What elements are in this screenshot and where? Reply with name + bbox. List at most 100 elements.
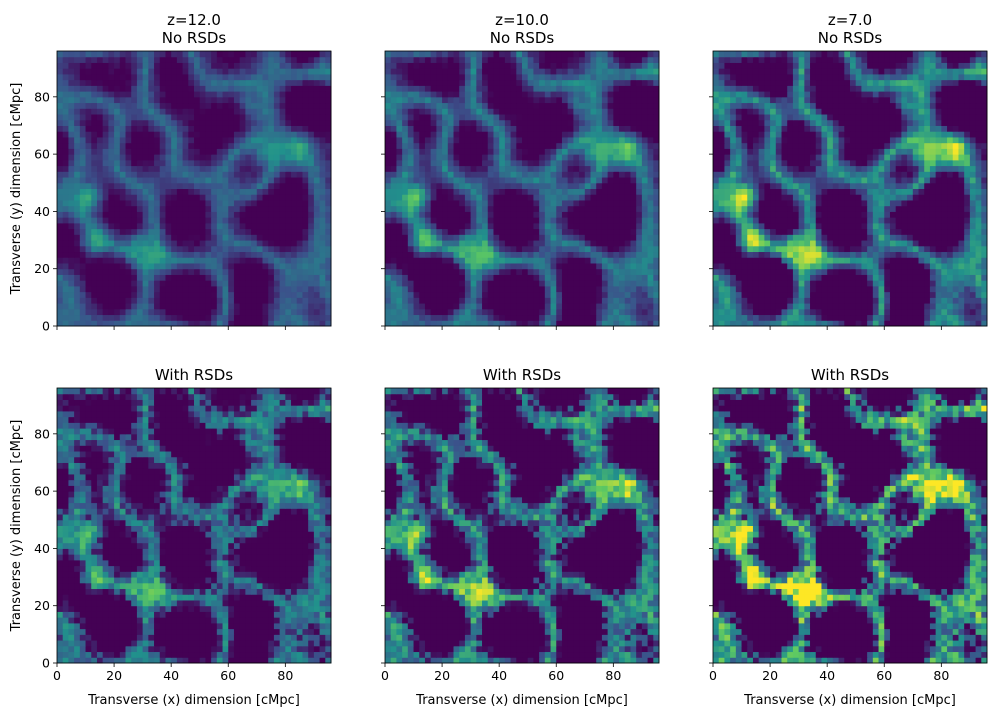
heatmap-cell [482,217,489,224]
heatmap-cell [216,297,224,304]
heatmap-cell [482,142,489,149]
heatmap-cell [487,91,494,98]
heatmap-cell [464,91,472,98]
heatmap-cell [68,96,75,104]
heatmap-cell [947,303,954,310]
heatmap-cell [136,125,144,132]
heatmap-cell [262,96,269,104]
heatmap-cell [493,51,500,58]
heatmap-cell [262,73,269,81]
heatmap-cell [499,125,506,132]
heatmap-cell [279,148,286,155]
heatmap-cell [154,285,161,293]
heatmap-cell [573,165,580,172]
heatmap-cell [385,171,392,178]
heatmap-cell [285,245,292,253]
heatmap-cell [470,285,477,293]
heatmap-cell [390,79,397,86]
heatmap-cell [176,217,184,224]
heatmap-cell [584,308,591,316]
heatmap-cell [194,142,201,149]
heatmap-cell [533,205,540,212]
heatmap-cell [464,131,472,138]
heatmap-cell [504,199,512,207]
heatmap-cell [584,188,591,195]
heatmap-cell [596,131,603,138]
heatmap-cell [262,188,269,195]
heatmap-cell [493,114,500,121]
heatmap-cell [442,142,449,149]
heatmap-cell [459,285,466,293]
heatmap-cell [504,205,512,212]
heatmap-cell [527,51,534,58]
heatmap-cell [114,217,121,224]
heatmap-cell [108,131,115,138]
heatmap-cell [647,217,654,224]
heatmap-cell [74,251,81,258]
heatmap-cell [459,251,466,258]
heatmap-cell [108,114,115,121]
heatmap-cell [182,240,189,247]
heatmap-cell [291,280,298,287]
heatmap-cell [724,308,731,316]
heatmap-cell [279,188,286,195]
heatmap-cell [459,222,466,230]
heatmap-cell [464,51,472,58]
heatmap-cell [584,114,591,121]
heatmap-cell [487,114,494,121]
heatmap-cell [251,199,258,207]
heatmap-cell [74,182,81,189]
heatmap-cell [79,171,87,178]
heatmap-cell [256,154,263,161]
heatmap-cell [550,102,557,109]
heatmap-cell [550,171,557,178]
heatmap-cell [464,308,472,316]
heatmap-cell [442,188,449,195]
heatmap-cell [476,297,483,304]
heatmap-cell [464,171,472,178]
heatmap-cell [447,96,454,104]
heatmap-cell [216,119,224,126]
heatmap-cell [613,142,620,149]
heatmap-cell [119,274,126,281]
heatmap-cell [493,148,500,155]
heatmap-cell [385,159,392,167]
heatmap-cell [464,56,472,63]
heatmap-cell [630,222,637,230]
heatmap-cell [844,297,851,304]
heatmap-cell [245,320,252,327]
heatmap-cell [154,228,161,235]
heatmap-cell [624,51,631,58]
heatmap-cell [741,285,748,293]
heatmap-cell [74,217,81,224]
heatmap-cell [308,211,315,218]
heatmap-cell [211,102,218,109]
heatmap-cell [630,142,637,149]
heatmap-cell [256,108,263,115]
heatmap-cell [396,91,403,98]
heatmap-cell [855,303,862,310]
heatmap-cell [96,51,104,58]
heatmap-cell [487,194,494,201]
heatmap-cell [251,154,258,161]
heatmap-cell [522,257,529,264]
heatmap-cell [176,251,184,258]
heatmap-cell [510,68,517,75]
heatmap-cell [216,85,224,92]
heatmap-cell [636,222,643,230]
heatmap-cell [165,165,172,172]
heatmap-cell [901,303,908,310]
heatmap-cell [539,297,546,304]
heatmap-cell [607,314,614,321]
heatmap-cell [108,303,115,310]
heatmap-cell [396,182,403,189]
heatmap-cell [453,297,460,304]
heatmap-cell [470,51,477,58]
heatmap-cell [436,108,443,115]
heatmap-cell [125,297,132,304]
heatmap-cell [302,291,309,298]
heatmap-cell [653,119,660,126]
heatmap-cell [74,240,81,247]
heatmap-cell [424,119,432,126]
heatmap-cell [57,85,64,92]
